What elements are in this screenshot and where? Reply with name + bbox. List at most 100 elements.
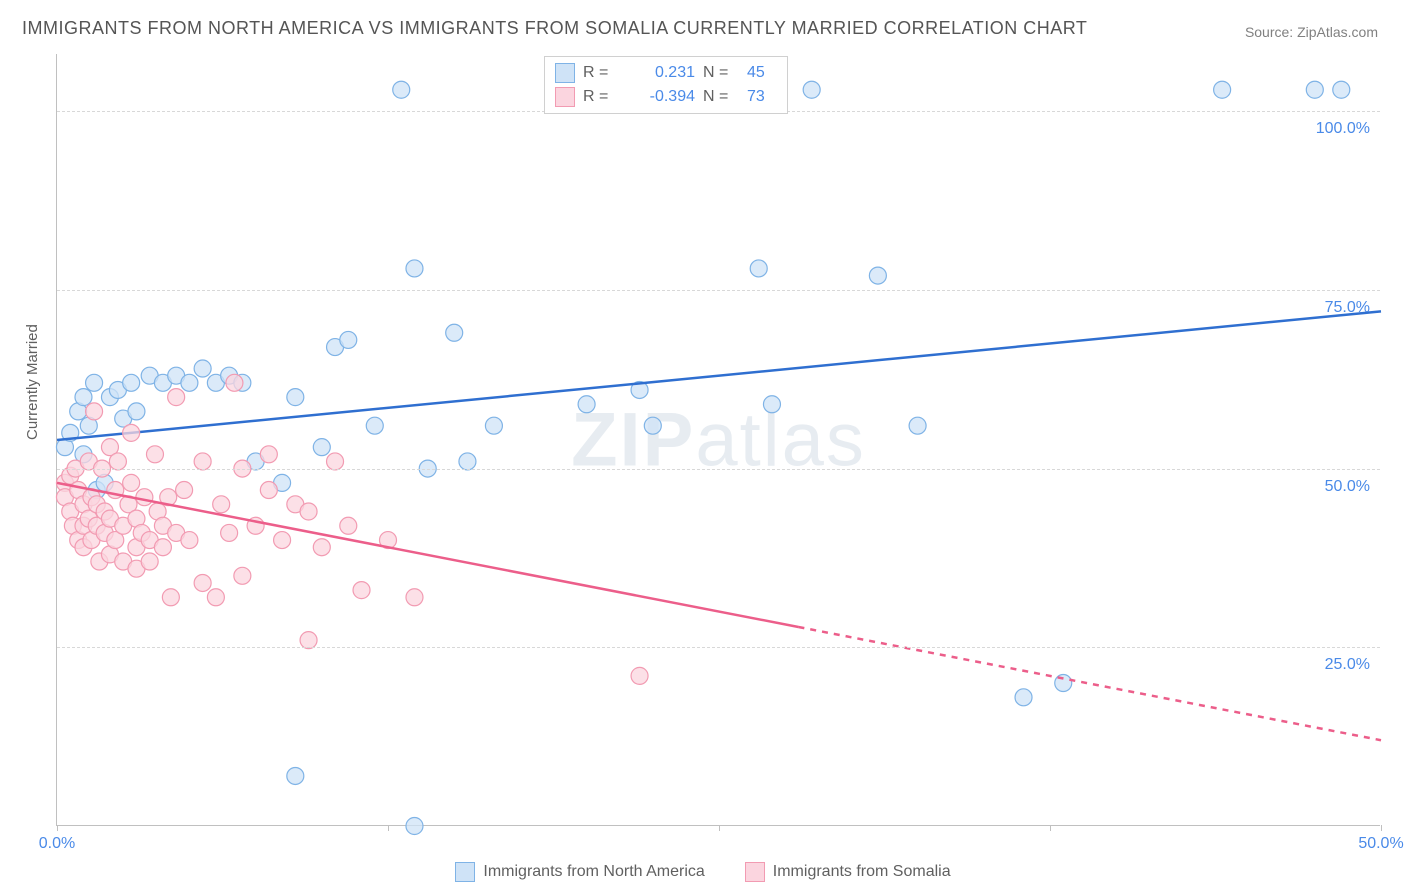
source-label: Source: ZipAtlas.com bbox=[1245, 24, 1378, 40]
data-point bbox=[86, 403, 103, 420]
data-point bbox=[260, 446, 277, 463]
trend-line-dashed bbox=[798, 627, 1381, 740]
data-point bbox=[763, 396, 780, 413]
y-tick-label: 75.0% bbox=[1325, 299, 1370, 317]
plot-area: ZIPatlas 25.0%50.0%75.0%100.0%0.0%50.0% bbox=[56, 54, 1380, 826]
legend-item: Immigrants from North America bbox=[455, 862, 704, 882]
gridline bbox=[57, 290, 1380, 291]
y-tick-label: 100.0% bbox=[1316, 120, 1370, 138]
data-point bbox=[194, 453, 211, 470]
chart-title: IMMIGRANTS FROM NORTH AMERICA VS IMMIGRA… bbox=[22, 18, 1087, 39]
data-point bbox=[750, 260, 767, 277]
data-point bbox=[181, 374, 198, 391]
data-point bbox=[631, 667, 648, 684]
data-point bbox=[146, 446, 163, 463]
data-point bbox=[154, 539, 171, 556]
data-point bbox=[181, 532, 198, 549]
data-point bbox=[194, 574, 211, 591]
legend-r-label: R = bbox=[583, 64, 615, 82]
legend-n-label: N = bbox=[703, 64, 739, 82]
data-point bbox=[353, 582, 370, 599]
data-point bbox=[1214, 81, 1231, 98]
legend-swatch bbox=[745, 862, 765, 882]
legend-row: R = -0.394 N = 73 bbox=[555, 85, 777, 109]
data-point bbox=[300, 632, 317, 649]
legend-r-label: R = bbox=[583, 88, 615, 106]
x-tick-label: 50.0% bbox=[1358, 835, 1403, 853]
data-point bbox=[406, 260, 423, 277]
legend-r-value: 0.231 bbox=[623, 64, 695, 82]
data-point bbox=[123, 424, 140, 441]
legend-row: R = 0.231 N = 45 bbox=[555, 61, 777, 85]
data-point bbox=[393, 81, 410, 98]
x-tick-mark bbox=[388, 825, 389, 831]
data-point bbox=[1055, 675, 1072, 692]
legend-item-label: Immigrants from North America bbox=[483, 863, 704, 881]
legend-swatch bbox=[455, 862, 475, 882]
data-point bbox=[213, 496, 230, 513]
data-point bbox=[300, 503, 317, 520]
gridline bbox=[57, 647, 1380, 648]
data-point bbox=[340, 331, 357, 348]
data-point bbox=[207, 589, 224, 606]
data-point bbox=[459, 453, 476, 470]
data-point bbox=[446, 324, 463, 341]
data-point bbox=[1306, 81, 1323, 98]
data-point bbox=[327, 453, 344, 470]
data-point bbox=[234, 567, 251, 584]
y-axis-label: Currently Married bbox=[24, 324, 41, 440]
y-tick-label: 50.0% bbox=[1325, 478, 1370, 496]
data-point bbox=[123, 474, 140, 491]
legend-n-value: 45 bbox=[747, 64, 777, 82]
data-point bbox=[287, 389, 304, 406]
data-point bbox=[168, 389, 185, 406]
data-point bbox=[313, 439, 330, 456]
legend-item: Immigrants from Somalia bbox=[745, 862, 951, 882]
legend-r-value: -0.394 bbox=[623, 88, 695, 106]
data-point bbox=[109, 453, 126, 470]
trend-line bbox=[57, 311, 1381, 440]
data-point bbox=[1333, 81, 1350, 98]
x-tick-mark bbox=[1050, 825, 1051, 831]
data-point bbox=[406, 589, 423, 606]
data-point bbox=[260, 482, 277, 499]
data-point bbox=[909, 417, 926, 434]
data-point bbox=[869, 267, 886, 284]
data-point bbox=[340, 517, 357, 534]
data-point bbox=[86, 374, 103, 391]
legend-n-value: 73 bbox=[747, 88, 777, 106]
data-point bbox=[128, 403, 145, 420]
legend-n-label: N = bbox=[703, 88, 739, 106]
x-tick-mark bbox=[719, 825, 720, 831]
legend-series: Immigrants from North America Immigrants … bbox=[0, 862, 1406, 882]
data-point bbox=[313, 539, 330, 556]
data-point bbox=[221, 524, 238, 541]
legend-swatch bbox=[555, 63, 575, 83]
gridline bbox=[57, 469, 1380, 470]
legend-swatch bbox=[555, 87, 575, 107]
data-point bbox=[287, 767, 304, 784]
data-point bbox=[366, 417, 383, 434]
x-tick-label: 0.0% bbox=[39, 835, 75, 853]
data-point bbox=[141, 553, 158, 570]
legend-item-label: Immigrants from Somalia bbox=[773, 863, 951, 881]
data-point bbox=[578, 396, 595, 413]
x-tick-mark bbox=[1381, 825, 1382, 831]
x-tick-mark bbox=[57, 825, 58, 831]
data-point bbox=[162, 589, 179, 606]
data-point bbox=[136, 489, 153, 506]
data-point bbox=[644, 417, 661, 434]
data-point bbox=[176, 482, 193, 499]
data-point bbox=[123, 374, 140, 391]
data-point bbox=[485, 417, 502, 434]
y-tick-label: 25.0% bbox=[1325, 656, 1370, 674]
data-point bbox=[406, 818, 423, 835]
legend-correlation: R = 0.231 N = 45 R = -0.394 N = 73 bbox=[544, 56, 788, 114]
data-point bbox=[274, 532, 291, 549]
data-point bbox=[75, 389, 92, 406]
data-point bbox=[226, 374, 243, 391]
data-point bbox=[1015, 689, 1032, 706]
chart-svg bbox=[57, 54, 1380, 825]
data-point bbox=[194, 360, 211, 377]
data-point bbox=[803, 81, 820, 98]
